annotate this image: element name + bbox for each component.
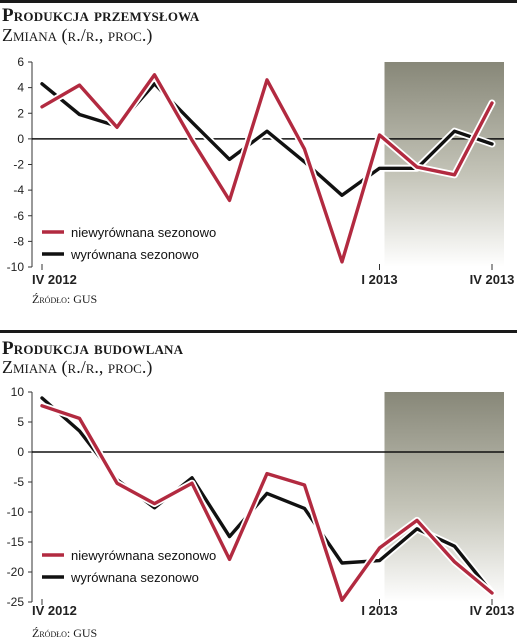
series-line bbox=[40, 404, 494, 602]
y-tick-label: -20 bbox=[7, 565, 25, 579]
y-tick-label: 5 bbox=[17, 415, 24, 429]
x-tick-label: I 2013 bbox=[361, 272, 397, 287]
shaded-region bbox=[384, 392, 504, 602]
chart-source: Źródło: GUS bbox=[32, 626, 98, 640]
y-tick-label: -8 bbox=[13, 234, 24, 248]
y-tick-label: 0 bbox=[17, 445, 24, 459]
legend-label: wyrównana sezonowo bbox=[70, 247, 199, 262]
y-tick-label: 2 bbox=[17, 106, 24, 120]
y-tick-label: 6 bbox=[17, 55, 24, 69]
chart-source: Źródło: GUS bbox=[32, 292, 98, 306]
y-tick-label: -10 bbox=[7, 505, 25, 519]
y-tick-label: -6 bbox=[13, 209, 24, 223]
y-tick-label: 10 bbox=[11, 385, 25, 399]
top-rule bbox=[0, 0, 517, 3]
line-chart: -25 -20 -15 -10 -5 0 5 10 IV 2012 I 2013 IV 2013 ni… bbox=[7, 385, 515, 618]
series-line bbox=[40, 73, 494, 264]
x-tick-label: IV 2012 bbox=[32, 272, 77, 287]
shaded-region bbox=[384, 62, 504, 267]
chart-title: Produkcja przemysłowa bbox=[2, 5, 200, 26]
chart-panel-industrial: Produkcja przemysłowa Zmiana (r./r., pro… bbox=[0, 0, 517, 316]
chart-subtitle: Zmiana (r./r., proc.) bbox=[2, 25, 153, 45]
x-tick-label: IV 2013 bbox=[470, 272, 515, 287]
legend-label: wyrównana sezonowo bbox=[70, 570, 199, 585]
line-chart: -10 -8 -6 -4 -2 0 2 4 6 IV 2012 I 2013 IV 2013 niewy… bbox=[7, 55, 515, 287]
x-tick-label: IV 2013 bbox=[470, 603, 515, 618]
y-tick-label: -10 bbox=[7, 260, 25, 274]
x-tick-label: I 2013 bbox=[361, 603, 397, 618]
y-tick-label: 0 bbox=[17, 132, 24, 146]
y-tick-label: -5 bbox=[13, 475, 24, 489]
legend-label: niewyrównana sezonowo bbox=[71, 225, 216, 240]
y-tick-label: -4 bbox=[13, 183, 24, 197]
top-rule bbox=[0, 330, 517, 333]
chart-subtitle: Zmiana (r./r., proc.) bbox=[2, 357, 153, 377]
legend-label: niewyrównana sezonowo bbox=[71, 548, 216, 563]
x-tick-label: IV 2012 bbox=[32, 603, 77, 618]
y-tick-label: -15 bbox=[7, 535, 25, 549]
chart-panel-construction: Produkcja budowlana Zmiana (r./r., proc.… bbox=[0, 330, 517, 640]
y-tick-label: -2 bbox=[13, 158, 24, 172]
y-tick-label: 4 bbox=[17, 81, 24, 95]
chart-title: Produkcja budowlana bbox=[2, 338, 184, 359]
y-tick-label: -25 bbox=[7, 595, 25, 609]
